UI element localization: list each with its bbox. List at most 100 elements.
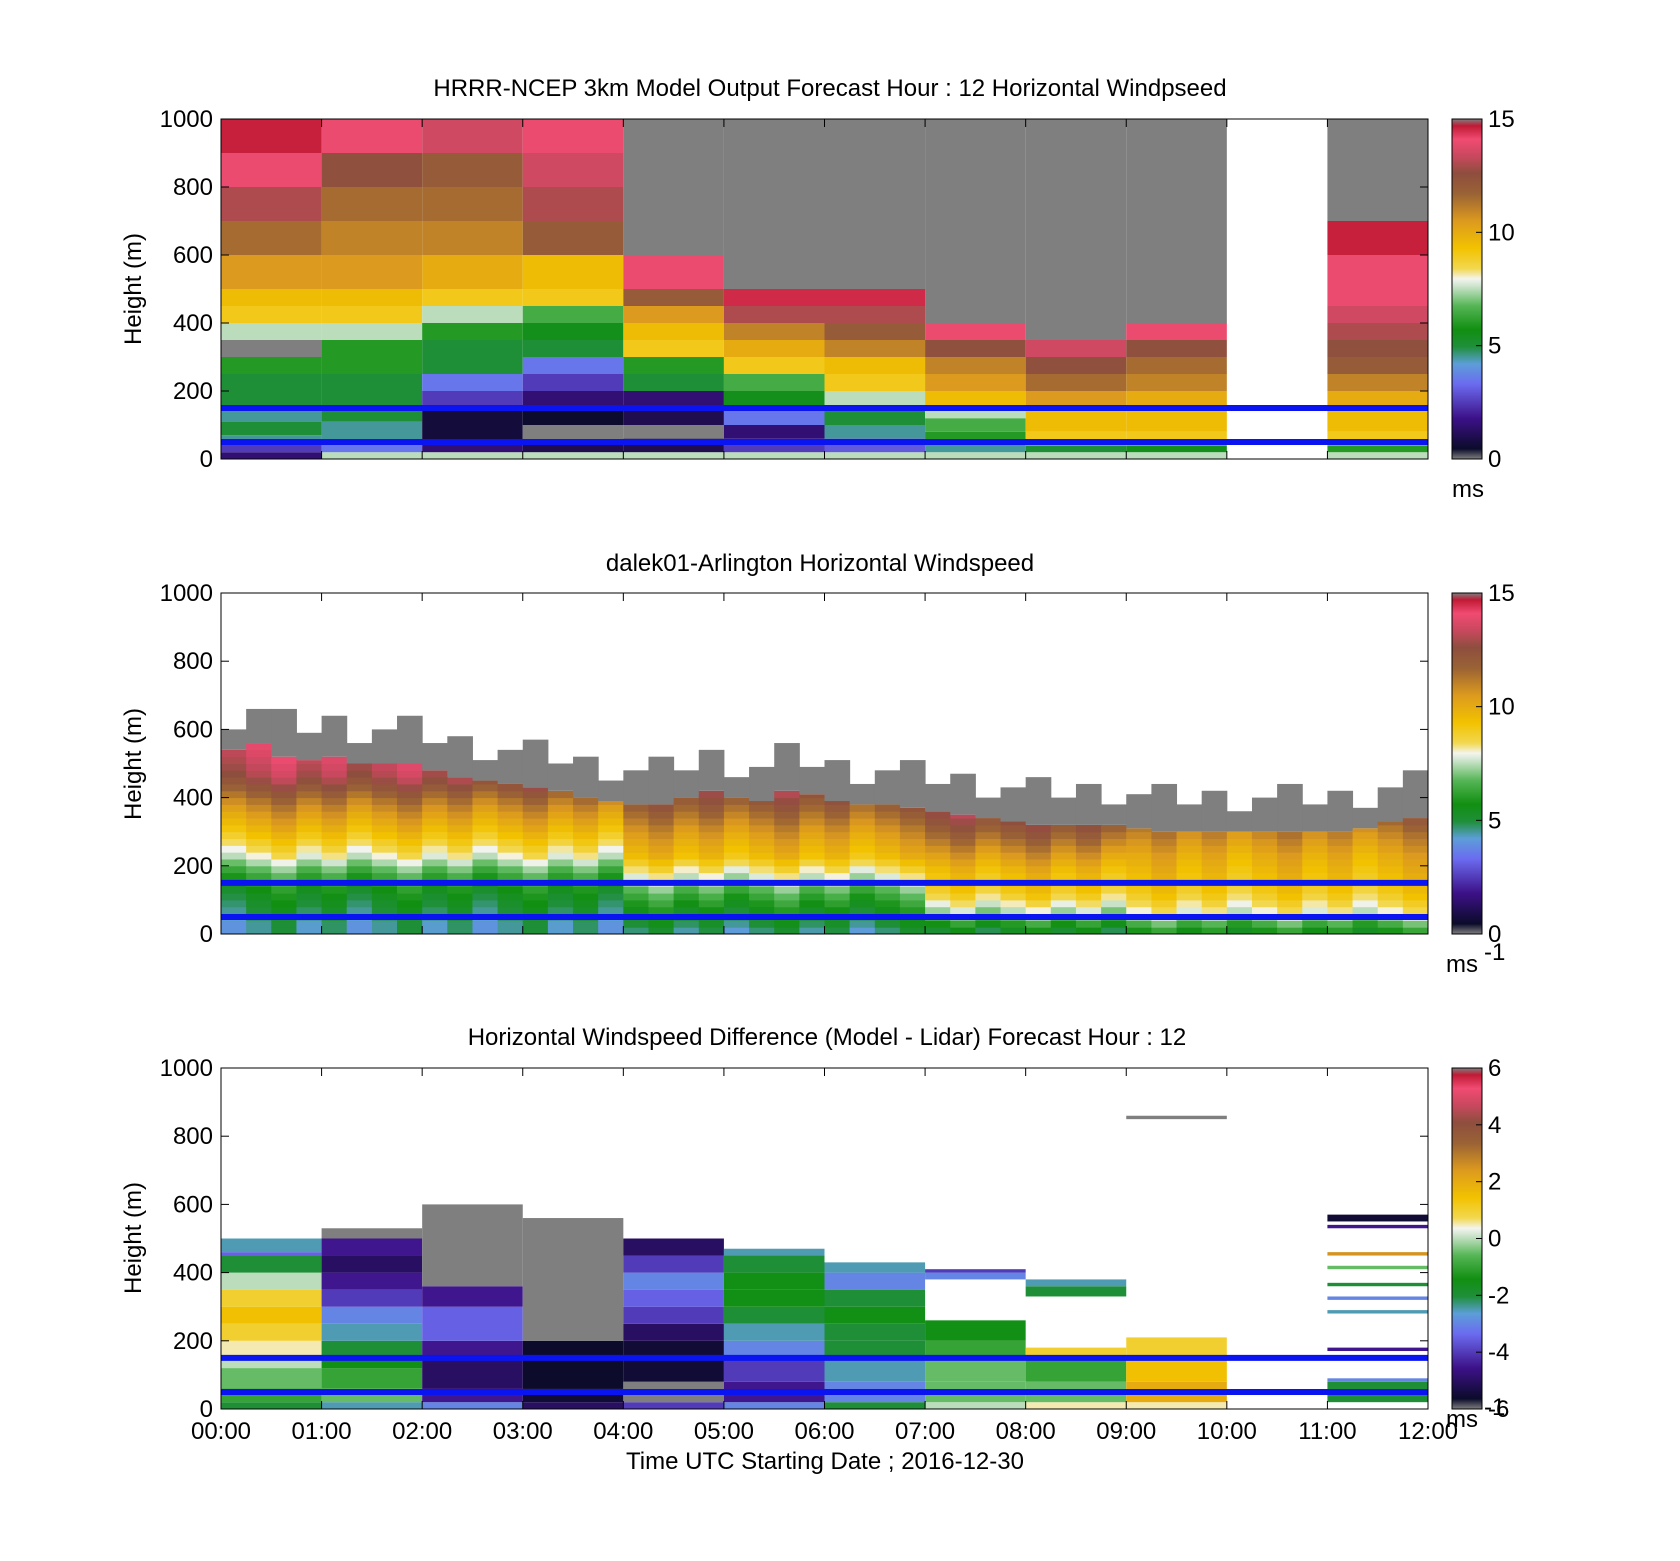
lidar-cell bbox=[874, 927, 901, 935]
lidar-cell bbox=[1226, 852, 1253, 860]
lidar-cell bbox=[246, 899, 272, 908]
lidar-cell bbox=[422, 852, 448, 860]
heatmap-cell bbox=[1327, 391, 1428, 408]
lidar-cell bbox=[271, 824, 297, 833]
lidar-cell bbox=[1201, 872, 1228, 880]
lidar-cell bbox=[950, 865, 976, 874]
lidar-cell bbox=[598, 838, 624, 846]
y-tick-label: 0 bbox=[200, 921, 213, 948]
lidar-cell bbox=[673, 797, 700, 805]
lidar-cell bbox=[723, 811, 750, 819]
lidar-cell bbox=[698, 852, 725, 860]
lidar-cell bbox=[849, 920, 876, 928]
lidar-cell bbox=[1050, 831, 1077, 840]
lidar-cell bbox=[1302, 899, 1328, 908]
lidar-cell bbox=[371, 831, 398, 840]
lidar-cell bbox=[321, 838, 348, 846]
lidar-cell bbox=[925, 906, 951, 915]
lidar-cell bbox=[271, 899, 297, 908]
lidar-cell bbox=[321, 770, 348, 778]
difference-reflines bbox=[221, 1354, 1428, 1395]
y-tick-label: 200 bbox=[173, 378, 213, 405]
lidar-cell bbox=[1277, 899, 1303, 908]
lidar-cell bbox=[1126, 920, 1152, 928]
heatmap-cell bbox=[321, 119, 423, 153]
lidar-cell bbox=[1025, 872, 1052, 880]
lidar-cell bbox=[1327, 893, 1354, 901]
lidar-cell bbox=[1302, 893, 1328, 901]
lidar-cell bbox=[1000, 899, 1027, 908]
heatmap-cell bbox=[623, 323, 724, 340]
lidar-cell bbox=[774, 899, 800, 908]
lidar-cell bbox=[723, 920, 750, 928]
lidar-cell bbox=[447, 804, 473, 812]
lidar-cell bbox=[824, 893, 851, 901]
lidar-cell bbox=[1075, 838, 1102, 846]
lidar-cell bbox=[346, 845, 373, 853]
lidar-cell bbox=[673, 838, 700, 846]
heatmap-cell bbox=[824, 408, 926, 425]
lidar-missing-cell bbox=[950, 773, 976, 815]
lidar-cell bbox=[673, 872, 700, 880]
lidar-cell bbox=[321, 899, 348, 908]
lidar-cell bbox=[573, 797, 599, 805]
lidar-cell bbox=[874, 893, 901, 901]
lidar-cell bbox=[296, 824, 323, 833]
lidar-cell bbox=[1402, 845, 1429, 853]
heatmap-cell bbox=[925, 1272, 1026, 1280]
heatmap-cell bbox=[723, 1272, 825, 1290]
lidar-cell bbox=[447, 777, 473, 785]
lidar-cell bbox=[1377, 845, 1404, 853]
heatmap-cell bbox=[824, 425, 926, 439]
lidar-cell bbox=[271, 852, 297, 860]
lidar-cell bbox=[698, 872, 725, 880]
lidar-cell bbox=[497, 811, 524, 819]
lidar-cell bbox=[221, 906, 247, 915]
heatmap-cell bbox=[321, 153, 423, 187]
lidar-cell bbox=[849, 886, 876, 894]
lidar-cell bbox=[346, 838, 373, 846]
lidar-cell bbox=[422, 824, 448, 833]
lidar-cell bbox=[447, 920, 473, 928]
heatmap-cell bbox=[1126, 374, 1227, 391]
lidar-cell bbox=[1327, 906, 1354, 915]
lidar-cell bbox=[1201, 893, 1228, 901]
lidar-cell bbox=[975, 886, 1002, 894]
heatmap-cell bbox=[1126, 1115, 1227, 1120]
lidar-cell bbox=[296, 852, 323, 860]
heatmap-cell bbox=[824, 340, 926, 357]
y-tick-label: 1000 bbox=[160, 1055, 213, 1082]
lidar-cell bbox=[472, 893, 499, 901]
heatmap-cell bbox=[824, 1272, 926, 1290]
lidar-cell bbox=[623, 920, 649, 928]
lidar-cell bbox=[1251, 872, 1278, 880]
lidar-cell bbox=[547, 865, 574, 874]
lidar-cell bbox=[723, 831, 750, 840]
heatmap-cell bbox=[422, 357, 523, 374]
heatmap-cell bbox=[623, 1289, 724, 1307]
lidar-cell bbox=[397, 865, 423, 874]
lidar-cell bbox=[422, 906, 448, 915]
heatmap-cell bbox=[321, 1402, 423, 1409]
lidar-cell bbox=[1101, 886, 1127, 894]
lidar-cell bbox=[1126, 906, 1152, 915]
heatmap-cell bbox=[1025, 1286, 1127, 1297]
heatmap-cell bbox=[221, 452, 322, 459]
lidar-missing-cell bbox=[1025, 777, 1052, 825]
lidar-cell bbox=[1402, 906, 1429, 915]
lidar-cell bbox=[447, 845, 473, 853]
lidar-cell bbox=[1352, 831, 1379, 840]
lidar-cell bbox=[497, 824, 524, 833]
lidar-cell bbox=[749, 824, 775, 833]
heatmap-cell bbox=[623, 1323, 724, 1341]
lidar-cell bbox=[723, 858, 750, 867]
lidar-cell bbox=[472, 831, 499, 840]
lidar-cell bbox=[1277, 838, 1303, 846]
lidar-missing-cell bbox=[397, 715, 423, 764]
lidar-cell bbox=[1377, 927, 1404, 935]
lidar-cell bbox=[673, 804, 700, 812]
lidar-cell bbox=[246, 852, 272, 860]
heatmap-cell bbox=[1126, 119, 1227, 323]
lidar-cell bbox=[1327, 831, 1354, 840]
lidar-cell bbox=[849, 838, 876, 846]
